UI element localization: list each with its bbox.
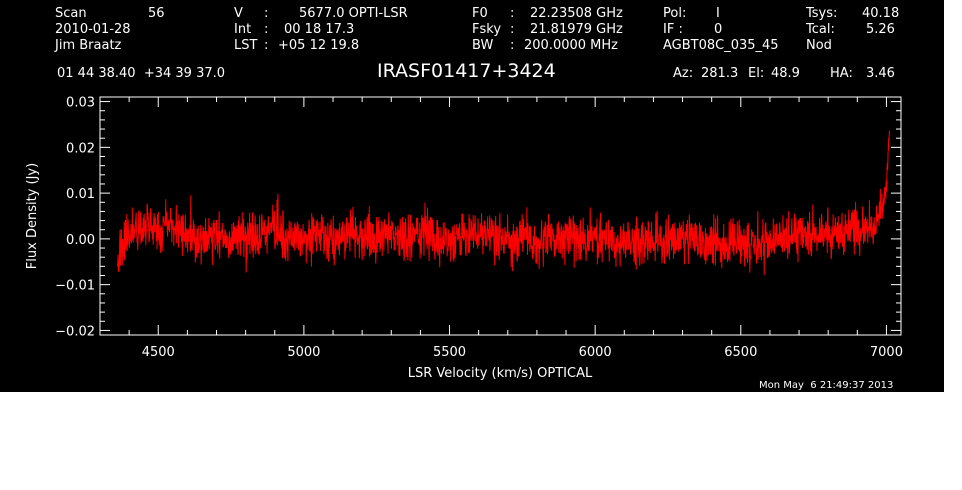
spectrum-chart: 4500 5000 5500 6000 6500 7000 −0.02 −0.01 0.00 0.… (25, 96, 903, 381)
tcal-label: Tcal: (806, 22, 835, 37)
lst-colon: : (264, 38, 269, 53)
f0-colon: : (510, 6, 515, 21)
scan-label: Scan (55, 6, 87, 21)
el-label: El: (748, 66, 765, 81)
pol-label: Pol: (663, 6, 687, 21)
y-tick-label: 0.00 (66, 233, 95, 248)
if-label: IF : (663, 22, 683, 37)
v-colon: : (264, 6, 269, 21)
fsky-label: Fsky (472, 22, 502, 37)
v-label: V (234, 6, 243, 21)
az-label: Az: (673, 66, 694, 81)
y-axis-label: Flux Density (Jy) (25, 163, 40, 269)
int-label: Int (234, 22, 252, 37)
fsky-value: 21.81979 GHz (530, 22, 623, 37)
x-tick-label: 5500 (433, 345, 466, 360)
tsys-value: 40.18 (862, 6, 900, 21)
int-value: 00 18 17.3 (284, 22, 355, 37)
if-value: 0 (714, 22, 723, 37)
f0-label: F0 (472, 6, 488, 21)
y-tick-label: 0.01 (66, 187, 95, 202)
lst-value: +05 12 19.8 (278, 38, 360, 53)
fsky-colon: : (510, 22, 515, 37)
chart-title: IRASF01417+3424 (377, 60, 556, 82)
timestamp: Mon May 6 21:49:37 2013 (759, 380, 894, 391)
bw-value: 200.0000 MHz (524, 38, 618, 53)
el-value: 48.9 (771, 66, 800, 81)
y-tick-label: −0.02 (55, 324, 95, 339)
f0-value: 22.23508 GHz (530, 6, 623, 21)
tcal-value: 5.26 (866, 22, 895, 37)
tsys-label: Tsys: (806, 6, 838, 21)
x-tick-label: 7000 (870, 345, 903, 360)
plot-panel (0, 0, 944, 392)
project-id: AGBT08C_035_45 (663, 38, 779, 53)
tick-layer: 4500 5000 5500 6000 6500 7000 −0.02 −0.01 0.00 0.… (55, 96, 903, 360)
lst-label: LST (234, 38, 258, 53)
x-tick-label: 6500 (724, 345, 757, 360)
obs-date: 2010-01-28 (55, 22, 131, 37)
spectrum-series-line (116, 130, 890, 276)
y-tick-label: 0.02 (66, 141, 95, 156)
v-value: 5677.0 OPTI-LSR (299, 6, 408, 21)
az-value: 281.3 (701, 66, 739, 81)
procedure-name: Nod (806, 38, 832, 53)
x-tick-label: 6000 (579, 345, 612, 360)
spectrum-trace-layer (116, 130, 890, 276)
ha-value: 3.46 (866, 66, 895, 81)
x-tick-label: 4500 (142, 345, 175, 360)
pol-value: I (716, 6, 720, 21)
int-colon: : (264, 22, 269, 37)
y-tick-label: −0.01 (55, 279, 95, 294)
ha-label: HA: (830, 66, 853, 81)
y-tick-label: 0.03 (66, 96, 95, 111)
plot-frame (99, 96, 902, 336)
bw-colon: : (510, 38, 515, 53)
observer-name: Jim Braatz (55, 38, 122, 53)
scan-value: 56 (148, 6, 165, 21)
bw-label: BW (472, 38, 494, 53)
sky-coordinates: 01 44 38.40 +34 39 37.0 (57, 66, 226, 81)
x-tick-label: 5000 (287, 345, 320, 360)
x-axis-label: LSR Velocity (km/s) OPTICAL (408, 366, 593, 381)
